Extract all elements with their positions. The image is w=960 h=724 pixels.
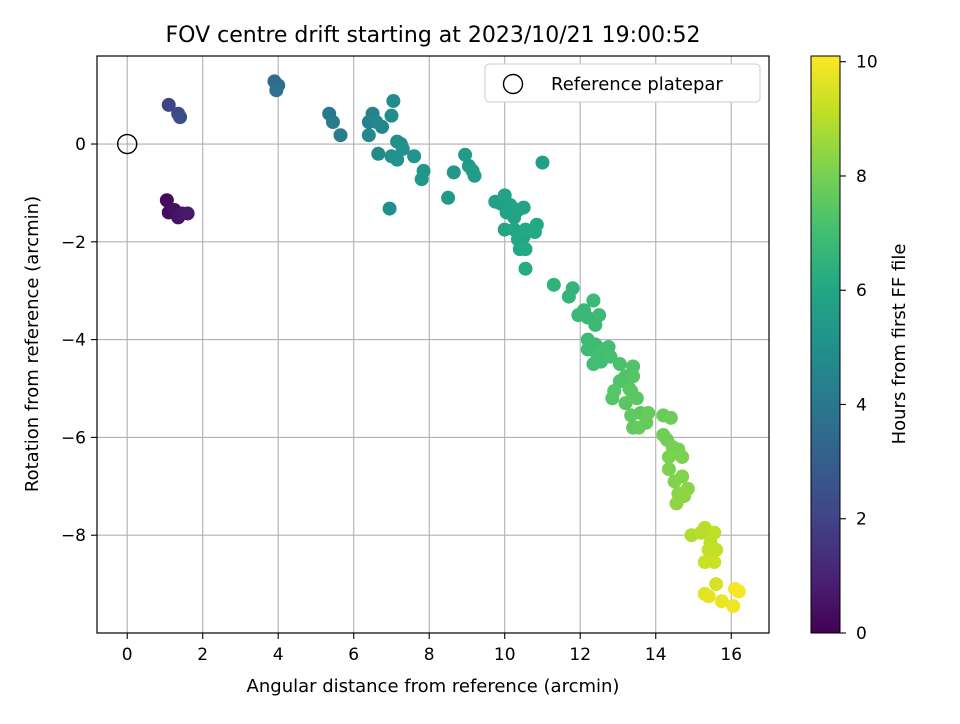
data-point [407, 149, 422, 164]
x-axis-ticks: 0 2 4 6 8 10 12 14 16 [122, 633, 742, 665]
data-point [605, 391, 620, 406]
data-point [390, 152, 405, 167]
data-point [395, 141, 410, 156]
data-point [414, 172, 429, 187]
data-point [382, 201, 397, 216]
chart-title: FOV centre drift starting at 2023/10/21 … [166, 23, 701, 48]
data-point [707, 555, 722, 570]
x-tick-label: 4 [273, 645, 284, 665]
data-point [626, 369, 641, 384]
data-point [159, 193, 174, 208]
data-point [669, 496, 684, 511]
colorbar-tick-label: 8 [856, 167, 867, 187]
data-point [535, 155, 550, 170]
colorbar: 0 2 4 6 8 10 Hours from first FF file [810, 53, 910, 644]
x-tick-label: 8 [424, 645, 435, 665]
data-point [586, 293, 601, 308]
data-point [333, 128, 348, 143]
colorbar-label: Hours from first FF file [889, 244, 910, 445]
data-point [661, 462, 676, 477]
data-point [588, 317, 603, 332]
data-point [661, 449, 676, 464]
x-tick-label: 6 [348, 645, 359, 665]
legend-box [484, 63, 761, 103]
data-point [546, 277, 561, 292]
y-tick-label: −2 [61, 233, 86, 253]
data-point [726, 599, 741, 614]
colorbar-tick-label: 0 [856, 624, 867, 644]
y-tick-label: −6 [61, 428, 86, 448]
data-points [159, 74, 746, 614]
data-point [173, 110, 188, 125]
data-point [714, 594, 729, 609]
colorbar-gradient [810, 55, 841, 634]
colorbar-tick-label: 10 [856, 53, 878, 73]
x-tick-label: 2 [197, 645, 208, 665]
y-axis-ticks: 0 −2 −4 −6 −8 [61, 135, 97, 546]
data-point [667, 474, 682, 489]
reference-platepar-marker [117, 133, 138, 155]
data-point [518, 242, 533, 257]
data-point [386, 93, 401, 108]
colorbar-tick-label: 6 [856, 281, 867, 301]
data-point [518, 261, 533, 276]
data-point [603, 349, 618, 364]
data-point [325, 115, 340, 130]
x-axis-label: Angular distance from reference (arcmin) [247, 676, 620, 697]
data-point [701, 589, 716, 604]
data-point [626, 359, 641, 374]
data-point [446, 165, 461, 180]
reference-layer [117, 133, 138, 155]
x-tick-label: 12 [569, 645, 591, 665]
colorbar-tick-label: 4 [856, 395, 867, 415]
data-point [731, 584, 746, 599]
data-point [441, 190, 456, 205]
data-point [629, 391, 644, 406]
y-tick-label: −4 [61, 331, 86, 351]
y-tick-label: 0 [75, 135, 86, 155]
data-point [675, 449, 690, 464]
data-point [709, 577, 724, 592]
data-point [516, 200, 531, 215]
data-point [384, 108, 399, 123]
data-point [612, 357, 627, 372]
data-point [458, 147, 473, 162]
x-tick-label: 16 [720, 645, 742, 665]
plot-frame [96, 55, 770, 634]
data-point [375, 119, 390, 134]
data-point [618, 396, 633, 411]
colorbar-ticks: 0 2 4 6 8 10 [840, 53, 878, 644]
data-point [371, 146, 386, 161]
legend: Reference platepar [484, 63, 761, 103]
colorbar-tick-label: 2 [856, 510, 867, 530]
data-point [361, 128, 376, 143]
data-point [269, 83, 284, 98]
data-point [529, 217, 544, 232]
data-point [663, 410, 678, 425]
data-point [709, 542, 724, 557]
data-point [180, 206, 195, 221]
x-tick-label: 14 [645, 645, 667, 665]
data-point [467, 168, 482, 183]
y-axis-label: Rotation from reference (arcmin) [22, 196, 43, 492]
data-point [561, 289, 576, 304]
x-tick-label: 10 [494, 645, 516, 665]
grid [97, 56, 769, 633]
y-tick-label: −8 [61, 526, 86, 546]
data-point [161, 97, 176, 112]
x-tick-label: 0 [122, 645, 133, 665]
legend-entry-reference-platepar: Reference platepar [551, 74, 723, 95]
data-point [641, 405, 656, 420]
legend-marker-icon [502, 73, 524, 95]
